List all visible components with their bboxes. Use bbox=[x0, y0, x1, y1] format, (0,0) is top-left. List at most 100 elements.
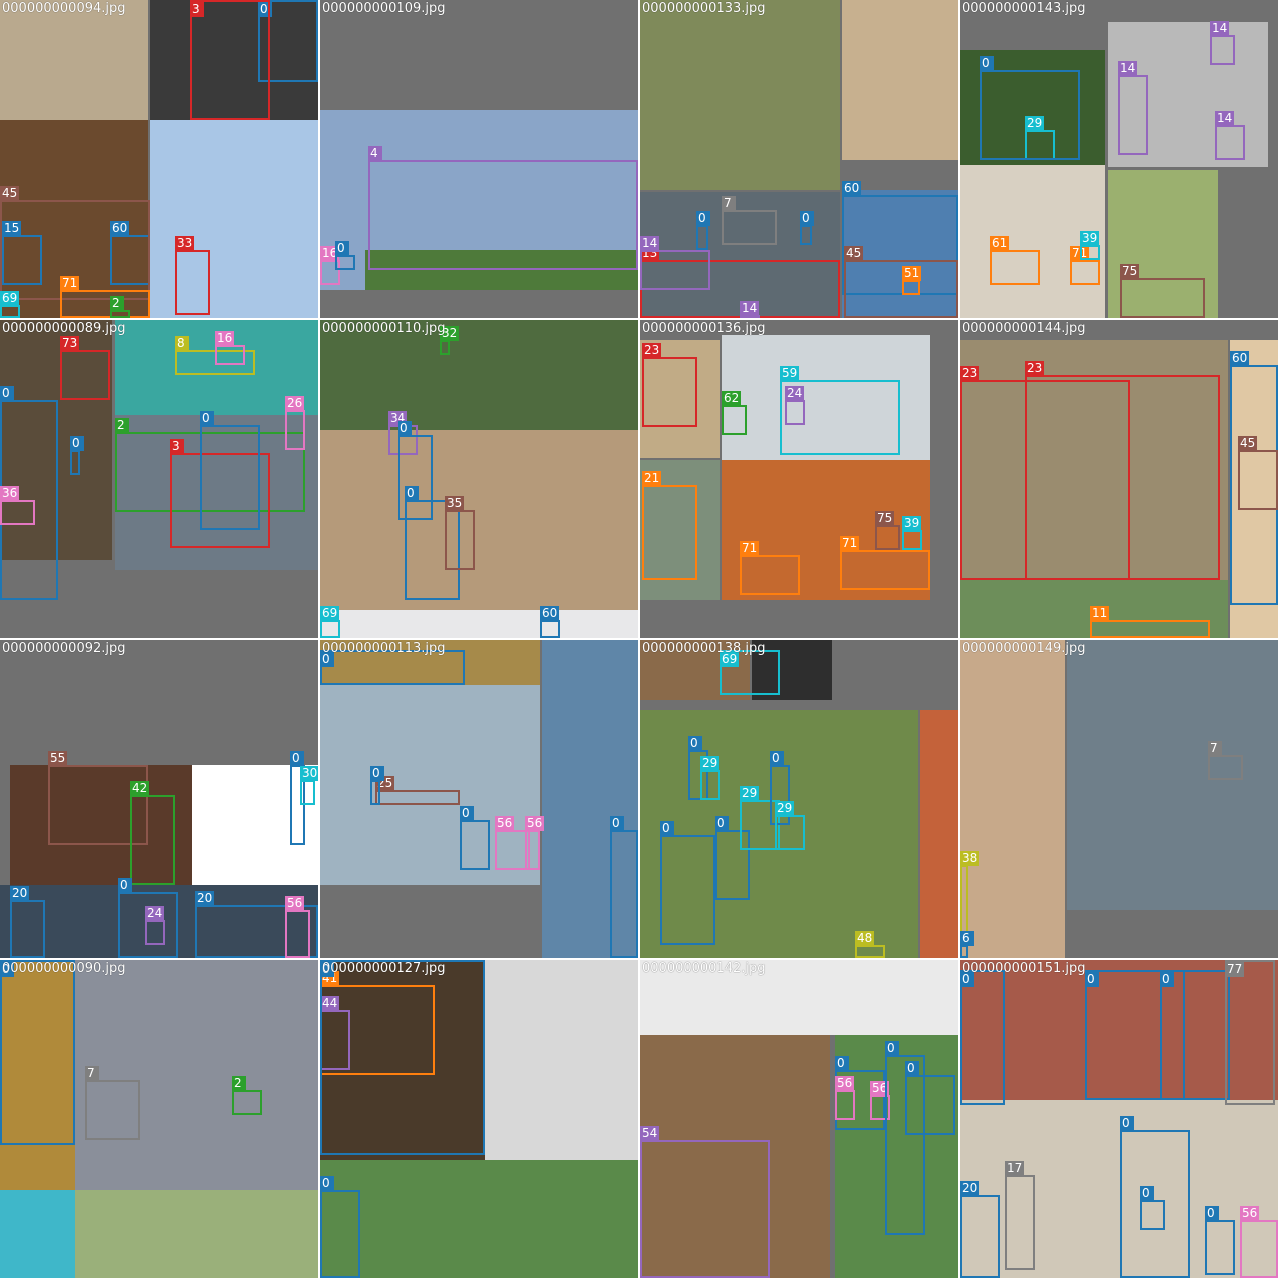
class-label: 0 bbox=[290, 751, 304, 766]
detection-box: 32 bbox=[440, 326, 460, 355]
detection-box: 0 bbox=[885, 1041, 925, 1235]
photo-region bbox=[320, 610, 638, 638]
class-label: 23 bbox=[1025, 361, 1045, 376]
detection-box: 73 bbox=[60, 336, 110, 400]
class-label: 36 bbox=[0, 486, 20, 501]
photo-region bbox=[640, 960, 958, 1035]
detection-box: 56 bbox=[870, 1081, 890, 1120]
detection-box: 69 bbox=[720, 650, 780, 695]
detection-box: 0 bbox=[1160, 970, 1230, 1100]
mosaic-tile: 0 3 60 45 15 71 33 69 2 000000000094.jpg bbox=[0, 0, 318, 318]
mosaic-tile: 32 34 0 0 35 69 60 000000000110.jpg bbox=[320, 320, 638, 638]
class-label: 20 bbox=[10, 886, 30, 901]
detection-box: 0 bbox=[405, 486, 460, 600]
detection-box: 0 bbox=[905, 1061, 955, 1135]
detection-box: 0 bbox=[290, 751, 305, 845]
class-label: 14 bbox=[740, 301, 760, 316]
detection-box: 0 bbox=[335, 241, 355, 270]
class-label: 73 bbox=[60, 336, 80, 351]
detection-box: 29 bbox=[740, 786, 780, 850]
detection-box: 39 bbox=[902, 516, 922, 550]
class-label: 75 bbox=[1120, 264, 1140, 279]
class-label: 7 bbox=[1208, 741, 1222, 756]
detection-box: 0 bbox=[610, 816, 638, 958]
tile-filename: 000000000109.jpg bbox=[322, 1, 446, 16]
mosaic-tile: 0 0 0 77 0 0 17 20 56 0 000000000151.jpg bbox=[960, 960, 1278, 1278]
detection-box: 69 bbox=[320, 606, 340, 638]
class-label: 77 bbox=[1225, 962, 1245, 977]
detection-box: 56 bbox=[1240, 1206, 1278, 1278]
class-label: 48 bbox=[855, 931, 875, 946]
class-label: 0 bbox=[405, 486, 419, 501]
photo-region bbox=[920, 710, 958, 958]
class-label: 45 bbox=[0, 186, 20, 201]
photo-region bbox=[192, 765, 318, 885]
detection-box: 60 bbox=[540, 606, 560, 638]
class-label: 56 bbox=[1240, 1206, 1260, 1221]
detection-box: 0 bbox=[320, 1176, 360, 1278]
class-label: 0 bbox=[696, 211, 710, 226]
class-label: 0 bbox=[688, 736, 702, 751]
photo-region bbox=[320, 320, 638, 430]
class-label: 0 bbox=[660, 821, 674, 836]
class-label: 0 bbox=[320, 962, 334, 977]
photo-region bbox=[960, 1100, 1278, 1278]
class-label: 45 bbox=[844, 246, 864, 261]
photo-region bbox=[485, 960, 638, 1160]
detection-box: 0 bbox=[1205, 1206, 1235, 1275]
detection-box: 33 bbox=[175, 236, 210, 315]
class-label: 71 bbox=[60, 276, 80, 291]
class-label: 33 bbox=[175, 236, 195, 251]
class-label: 0 bbox=[835, 1056, 849, 1071]
photo-region bbox=[320, 430, 638, 610]
class-label: 0 bbox=[398, 421, 412, 436]
detection-box: 0 bbox=[1140, 1186, 1165, 1230]
class-label: 61 bbox=[990, 236, 1010, 251]
photo-region bbox=[722, 460, 930, 600]
photo-region bbox=[365, 250, 638, 290]
tile-filename: 000000000133.jpg bbox=[642, 1, 766, 16]
detection-box: 0 bbox=[70, 436, 84, 475]
detection-box: 3 bbox=[170, 439, 270, 548]
detection-box: 24 bbox=[145, 906, 165, 945]
photo-region bbox=[1108, 22, 1268, 167]
photo-region bbox=[542, 640, 638, 958]
class-label: 0 bbox=[118, 878, 132, 893]
class-label: 20 bbox=[195, 891, 215, 906]
detection-box: 26 bbox=[285, 396, 305, 450]
class-label: 3 bbox=[190, 2, 204, 17]
photo-region bbox=[115, 415, 318, 570]
class-label: 4 bbox=[368, 146, 382, 161]
detection-box: 55 bbox=[48, 751, 148, 845]
class-label: 6 bbox=[960, 931, 974, 946]
class-label: 60 bbox=[1230, 351, 1250, 366]
detection-box: 71 bbox=[840, 536, 930, 590]
class-label: 56 bbox=[525, 816, 545, 831]
photo-region bbox=[640, 1035, 830, 1278]
detection-box: 23 bbox=[1025, 361, 1220, 580]
detection-box: 2 bbox=[232, 1076, 262, 1115]
detection-box: 71 bbox=[1070, 246, 1100, 285]
detection-box: 0 bbox=[960, 970, 1005, 1105]
tile-filename: 000000000113.jpg bbox=[322, 641, 446, 656]
photo-region bbox=[320, 1160, 638, 1278]
detection-box: 14 bbox=[640, 236, 710, 290]
class-label: 0 bbox=[800, 211, 814, 226]
detection-box: 59 bbox=[780, 366, 900, 455]
class-label: 0 bbox=[70, 436, 84, 451]
detection-box: 14 bbox=[1215, 111, 1245, 160]
class-label: 29 bbox=[1025, 116, 1045, 131]
class-label: 0 bbox=[1085, 972, 1099, 987]
class-label: 0 bbox=[335, 241, 349, 256]
detection-box: 20 bbox=[195, 891, 318, 958]
photo-region bbox=[320, 960, 485, 1160]
mosaic-tile: 73 8 16 0 2 3 0 26 36 0 000000000089.jpg bbox=[0, 320, 318, 638]
tile-filename: 000000000090.jpg bbox=[2, 961, 126, 976]
class-label: 2 bbox=[110, 296, 124, 311]
photo-region bbox=[75, 960, 318, 1190]
detection-box: 0 bbox=[398, 421, 433, 520]
class-label: 45 bbox=[1238, 436, 1258, 451]
photo-region bbox=[320, 685, 540, 885]
class-label: 29 bbox=[700, 756, 720, 771]
class-label: 56 bbox=[835, 1076, 855, 1091]
